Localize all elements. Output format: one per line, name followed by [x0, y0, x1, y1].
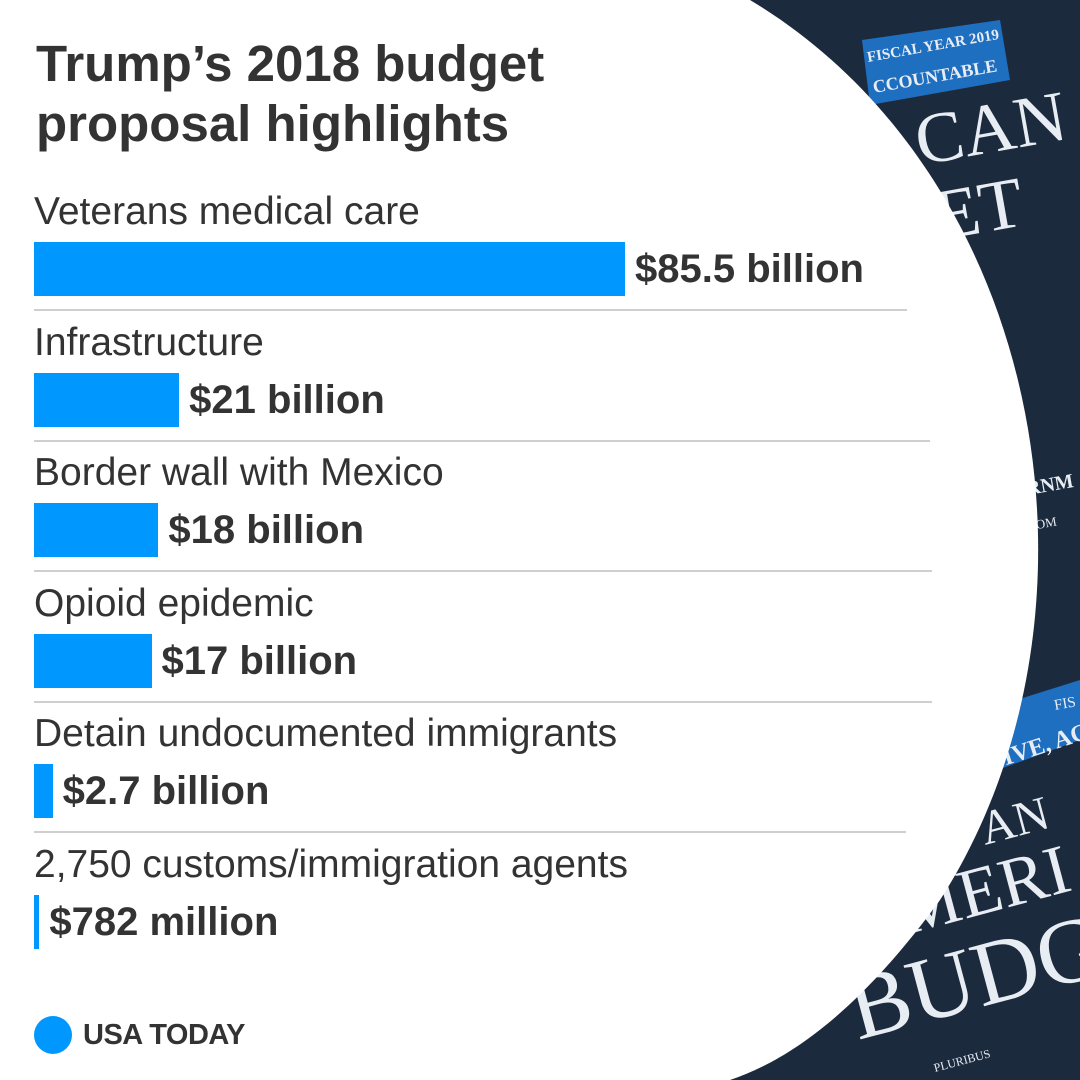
title-line-2: proposal highlights: [36, 95, 510, 152]
bar: [34, 633, 152, 688]
brand-name: USA TODAY: [83, 1019, 246, 1051]
bar: [34, 503, 159, 557]
bar-value-label: $2.7 billion: [62, 769, 270, 813]
bar-value-label: $782 million: [49, 899, 279, 944]
bar-category-label: 2,750 customs/immigration agents: [34, 842, 628, 886]
cover-banner-top: [862, 20, 1010, 105]
row-separator: [34, 570, 932, 572]
bar-value-label: $17 billion: [161, 638, 358, 683]
cover-fisc: FIS: [1053, 694, 1077, 714]
bar-category-label: Opioid epidemic: [34, 581, 314, 625]
bar-value-label: $85.5 billion: [635, 247, 864, 291]
bar-category-label: Detain undocumented immigrants: [34, 712, 618, 755]
bar-value-label: $21 billion: [189, 377, 385, 422]
title-line-1: Trump’s 2018 budget: [36, 35, 545, 92]
bar-category-label: Infrastructure: [34, 320, 264, 364]
row-separator: [34, 831, 906, 833]
bar-value-label: $18 billion: [168, 508, 365, 552]
bar: [34, 764, 53, 818]
bar-category-label: Veterans medical care: [34, 190, 420, 233]
row-separator: [34, 439, 930, 442]
usa-today-logo-dot: [34, 1016, 72, 1054]
bar: [34, 372, 180, 427]
bar: [34, 242, 625, 296]
chart-title: Trump’s 2018 budget proposal highlights: [36, 34, 544, 154]
bar: [34, 894, 40, 949]
bar-category-label: Border wall with Mexico: [34, 451, 444, 494]
row-separator: [34, 700, 932, 703]
row-separator: [34, 309, 907, 311]
